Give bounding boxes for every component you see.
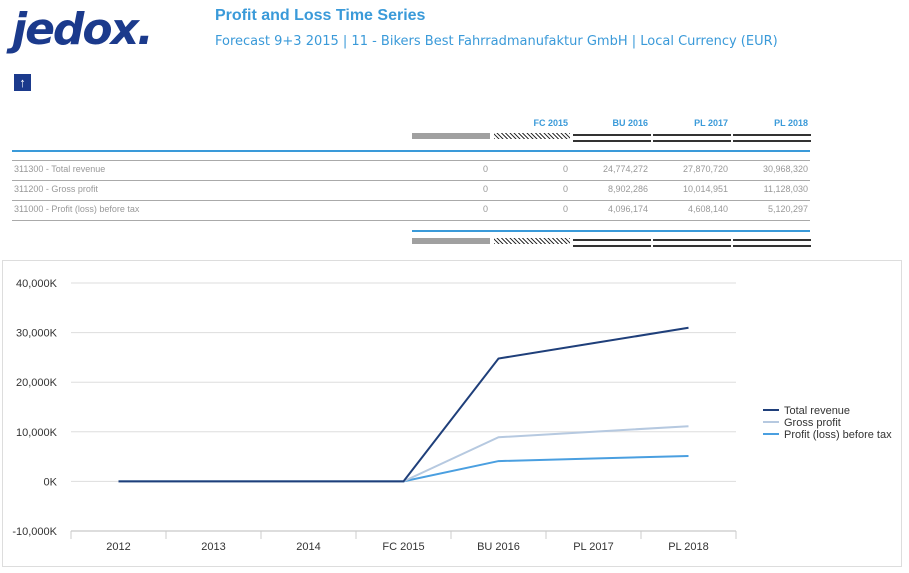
jedox-logo: jedox. bbox=[12, 4, 154, 55]
x-tick-label: PL 2018 bbox=[668, 541, 709, 553]
divider bbox=[412, 238, 490, 244]
table-cell: 4,608,140 bbox=[687, 204, 728, 214]
column-header: BU 2016 bbox=[612, 118, 648, 128]
y-tick-label: 40,000K bbox=[16, 278, 58, 290]
divider bbox=[494, 133, 570, 139]
legend-label: Gross profit bbox=[784, 417, 841, 429]
table-cell: 10,014,951 bbox=[682, 184, 728, 194]
row-label: 311200 - Gross profit bbox=[14, 184, 98, 194]
divider bbox=[12, 160, 810, 161]
y-tick-label: 0K bbox=[44, 476, 58, 488]
x-tick-label: 2013 bbox=[201, 541, 225, 553]
divider bbox=[573, 140, 651, 142]
y-tick-label: 10,000K bbox=[16, 427, 58, 439]
divider bbox=[12, 200, 810, 201]
divider bbox=[412, 230, 810, 232]
table-cell: 27,870,720 bbox=[682, 164, 728, 174]
divider bbox=[494, 238, 570, 244]
series-line bbox=[118, 425, 689, 483]
divider bbox=[733, 134, 811, 136]
x-tick-label: BU 2016 bbox=[477, 541, 520, 553]
table-cell: 0 bbox=[482, 184, 488, 194]
table-cell: 0 bbox=[562, 184, 568, 194]
table-cell: 0 bbox=[482, 164, 488, 174]
column-header: FC 2015 bbox=[533, 118, 568, 128]
series-line bbox=[118, 455, 689, 483]
x-tick-label: 2014 bbox=[296, 541, 320, 553]
divider bbox=[653, 134, 731, 136]
x-tick-label: PL 2017 bbox=[573, 541, 614, 553]
series-line bbox=[118, 326, 689, 483]
divider bbox=[12, 180, 810, 181]
table-cell: 4,096,174 bbox=[607, 204, 648, 214]
row-label: 311000 - Profit (loss) before tax bbox=[14, 204, 140, 214]
divider bbox=[653, 245, 731, 247]
arrow-up-icon[interactable]: ↑ bbox=[14, 74, 31, 91]
y-tick-label: -10,000K bbox=[12, 526, 57, 538]
page-subtitle: Forecast 9+3 2015 | 11 - Bikers Best Fah… bbox=[215, 34, 778, 49]
y-tick-label: 30,000K bbox=[16, 328, 58, 340]
table-cell: 0 bbox=[562, 164, 568, 174]
divider bbox=[573, 245, 651, 247]
x-tick-label: FC 2015 bbox=[382, 541, 424, 553]
divider bbox=[653, 239, 731, 241]
legend-label: Total revenue bbox=[784, 405, 850, 417]
divider bbox=[653, 140, 731, 142]
table-cell: 11,128,030 bbox=[763, 184, 808, 194]
legend-label: Profit (loss) before tax bbox=[784, 429, 892, 441]
divider bbox=[573, 134, 651, 136]
table-cell: 8,902,286 bbox=[607, 184, 648, 194]
y-tick-label: 20,000K bbox=[16, 377, 58, 389]
divider bbox=[733, 140, 811, 142]
divider bbox=[12, 220, 810, 221]
column-header: PL 2018 bbox=[774, 118, 808, 128]
divider bbox=[733, 239, 811, 241]
table-cell: 24,774,272 bbox=[602, 164, 648, 174]
divider bbox=[733, 245, 811, 247]
divider bbox=[12, 150, 810, 152]
line-chart: 40,000K 30,000K 20,000K 10,000K 0K -10,000K 20… bbox=[2, 260, 902, 567]
x-tick-label: 2012 bbox=[106, 541, 130, 553]
table-cell: 30,968,320 bbox=[762, 164, 808, 174]
divider bbox=[573, 239, 651, 241]
divider bbox=[412, 133, 490, 139]
table-cell: 0 bbox=[562, 204, 568, 214]
column-header: PL 2017 bbox=[694, 118, 728, 128]
row-label: 311300 - Total revenue bbox=[14, 164, 106, 174]
page-title: Profit and Loss Time Series bbox=[215, 7, 426, 24]
table-cell: 0 bbox=[482, 204, 488, 214]
table-cell: 5,120,297 bbox=[767, 204, 808, 214]
